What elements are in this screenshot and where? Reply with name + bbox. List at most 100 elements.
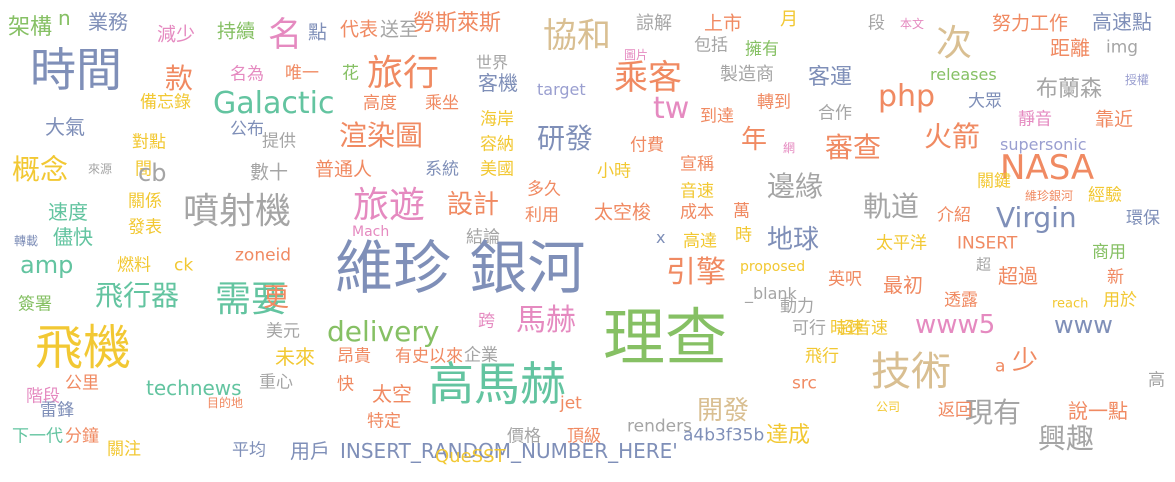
word: reach bbox=[1052, 296, 1089, 312]
word: 平均 bbox=[232, 440, 266, 461]
word: 商用 bbox=[1092, 242, 1126, 263]
word: a4b3f35b bbox=[683, 425, 765, 446]
word: 昂貴 bbox=[337, 346, 371, 367]
word: 特定 bbox=[367, 411, 401, 432]
word: 目的地 bbox=[207, 396, 244, 410]
word: 達成 bbox=[766, 423, 811, 448]
word: 擁有 bbox=[745, 39, 779, 60]
word: 少 bbox=[1012, 346, 1039, 376]
word: 業務 bbox=[88, 10, 128, 34]
word: 協和 bbox=[543, 16, 611, 56]
word: 靜音 bbox=[1018, 109, 1052, 130]
word: 分鐘 bbox=[65, 426, 99, 447]
word: 透露 bbox=[944, 290, 978, 311]
word: 送至 bbox=[380, 18, 419, 41]
word: 唯一 bbox=[285, 63, 319, 84]
word: 超音速 bbox=[837, 318, 888, 339]
word: 高度 bbox=[363, 93, 397, 114]
word: 價格 bbox=[507, 426, 541, 447]
word: 階段 bbox=[26, 386, 60, 407]
word: 新 bbox=[1107, 267, 1124, 288]
word: 超 bbox=[976, 255, 992, 274]
word: 高達 bbox=[683, 231, 717, 252]
word: 儘快 bbox=[53, 225, 93, 249]
word: 說一點 bbox=[1068, 399, 1128, 423]
word: 設計 bbox=[447, 190, 500, 220]
word: 未來 bbox=[275, 345, 315, 369]
word: 動力 bbox=[780, 296, 814, 317]
word: 維珍 銀河 bbox=[335, 234, 586, 302]
word: 飛行器 bbox=[95, 279, 180, 312]
word: img bbox=[1106, 37, 1139, 58]
word: 宣稱 bbox=[680, 154, 714, 175]
word: 努力工作 bbox=[992, 12, 1069, 35]
word: 結論 bbox=[466, 227, 500, 248]
word: 諒解 bbox=[636, 13, 672, 34]
word: 邊緣 bbox=[767, 170, 824, 203]
word: 興趣 bbox=[1038, 422, 1095, 455]
word: 公布 bbox=[230, 119, 264, 140]
word: 美國 bbox=[480, 159, 514, 180]
word: 時速 bbox=[830, 318, 864, 339]
word: a bbox=[995, 356, 1006, 377]
word: 網 bbox=[783, 141, 796, 155]
word: 靠近 bbox=[1095, 108, 1134, 131]
word: www5 bbox=[915, 310, 996, 340]
word: 海岸 bbox=[480, 109, 514, 130]
word: amp bbox=[20, 251, 74, 279]
word: 美元 bbox=[266, 321, 300, 342]
word: 月 bbox=[780, 9, 798, 30]
word: 到達 bbox=[700, 106, 734, 127]
word: 系統 bbox=[425, 159, 459, 180]
word: 款 bbox=[165, 62, 194, 95]
word: proposed bbox=[740, 259, 806, 275]
word: 對點 bbox=[132, 132, 166, 153]
word: 燃料 bbox=[117, 255, 151, 276]
word: x bbox=[656, 228, 666, 247]
word: src bbox=[792, 373, 817, 394]
word: ck bbox=[174, 255, 194, 276]
word: 簽署 bbox=[18, 294, 52, 315]
word: Galactic bbox=[213, 86, 335, 121]
word: www bbox=[1054, 311, 1113, 339]
word: 名 bbox=[268, 15, 302, 55]
word: 理查 bbox=[603, 301, 728, 374]
word: 大氣 bbox=[45, 115, 85, 139]
word: 提供 bbox=[262, 131, 296, 152]
word: 重心 bbox=[259, 372, 293, 393]
word: 下一代 bbox=[12, 426, 63, 447]
word: 飛行 bbox=[805, 346, 839, 367]
word: 授權 bbox=[1125, 73, 1150, 87]
word: 圖片 bbox=[624, 48, 649, 62]
word: 渲染圖 bbox=[339, 119, 424, 152]
word: QueSST bbox=[435, 446, 506, 467]
word: 維珍銀河 bbox=[1025, 189, 1074, 203]
word: 公司 bbox=[876, 400, 901, 414]
word: 數十 bbox=[250, 161, 289, 184]
word: releases bbox=[930, 65, 997, 84]
word: 時 bbox=[735, 225, 752, 246]
word: 持續 bbox=[217, 20, 256, 43]
word: 旅遊 bbox=[353, 185, 426, 226]
word: cb bbox=[138, 159, 167, 187]
word: 關注 bbox=[107, 439, 141, 460]
word: 容納 bbox=[480, 134, 514, 155]
word: 名為 bbox=[230, 64, 264, 85]
word: 噴射機 bbox=[183, 191, 292, 232]
word: 乘坐 bbox=[425, 93, 459, 114]
word: 速度 bbox=[48, 200, 88, 224]
word: 經驗 bbox=[1088, 185, 1122, 206]
word: 超過 bbox=[998, 264, 1038, 288]
word: 大眾 bbox=[968, 91, 1002, 112]
word: jet bbox=[560, 393, 582, 414]
word: 高速點 bbox=[1092, 10, 1152, 34]
word: 利用 bbox=[525, 205, 559, 226]
word: zoneid bbox=[235, 245, 292, 266]
word: 有史以來 bbox=[395, 346, 463, 367]
word: 需要 bbox=[215, 279, 288, 320]
word: 頂級 bbox=[567, 426, 601, 447]
word: 地球 bbox=[767, 225, 820, 255]
word: 旅行 bbox=[367, 53, 440, 94]
word: 轉到 bbox=[757, 92, 791, 113]
